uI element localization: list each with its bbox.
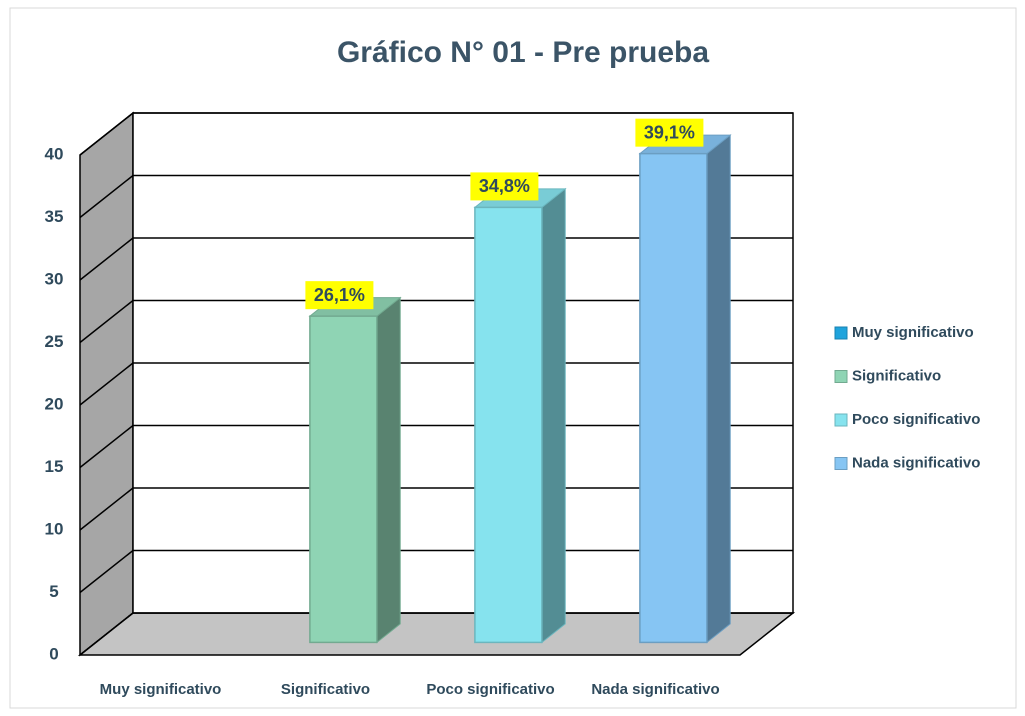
grid-line	[79, 612, 793, 656]
bar-side	[706, 134, 731, 644]
grid-line	[79, 174, 793, 219]
value-label: 39,1%	[644, 122, 695, 142]
y-tick-label: 25	[45, 332, 64, 351]
legend-label: Muy significativo	[852, 324, 974, 341]
y-tick-label: 10	[45, 519, 64, 538]
y-tick-label: 30	[45, 269, 64, 288]
value-label-bg	[635, 118, 704, 147]
x-tick-label: Significativo	[281, 681, 370, 698]
y-tick-label: 15	[45, 457, 64, 476]
value-label-bg	[305, 281, 374, 310]
grid-line	[79, 112, 793, 156]
grid-line	[79, 549, 793, 594]
x-tick-label: Muy significativo	[100, 681, 222, 698]
y-tick-label: 20	[45, 394, 64, 413]
legend-label: Poco significativo	[852, 411, 980, 428]
y-tick-label: 0	[49, 644, 58, 663]
value-label: 26,1%	[314, 285, 365, 305]
y-tick-label: 5	[49, 582, 58, 601]
value-label-bg	[470, 172, 539, 201]
x-tick-label: Poco significativo	[426, 681, 554, 698]
value-label: 34,8%	[479, 176, 530, 196]
legend-label: Significativo	[852, 367, 941, 384]
chart-title: Gráfico N° 01 - Pre prueba	[337, 36, 709, 69]
grid-line	[79, 362, 793, 406]
legend-swatch	[834, 457, 848, 470]
legend-swatch	[834, 326, 848, 340]
x-tick-label: Nada significativo	[591, 681, 719, 698]
bar	[474, 206, 543, 644]
y-tick-label: 35	[45, 207, 64, 226]
grid-line	[79, 487, 793, 531]
bar	[639, 152, 708, 644]
grid-line	[79, 237, 793, 281]
y-tick-label: 40	[45, 144, 64, 163]
legend-label: Nada significativo	[852, 454, 980, 471]
legend-swatch	[834, 413, 848, 427]
bar-side	[541, 187, 566, 644]
bar	[309, 315, 378, 644]
grid-line	[79, 424, 793, 469]
grid-line	[79, 299, 793, 344]
legend-swatch	[834, 370, 848, 383]
bar-side	[376, 296, 401, 644]
